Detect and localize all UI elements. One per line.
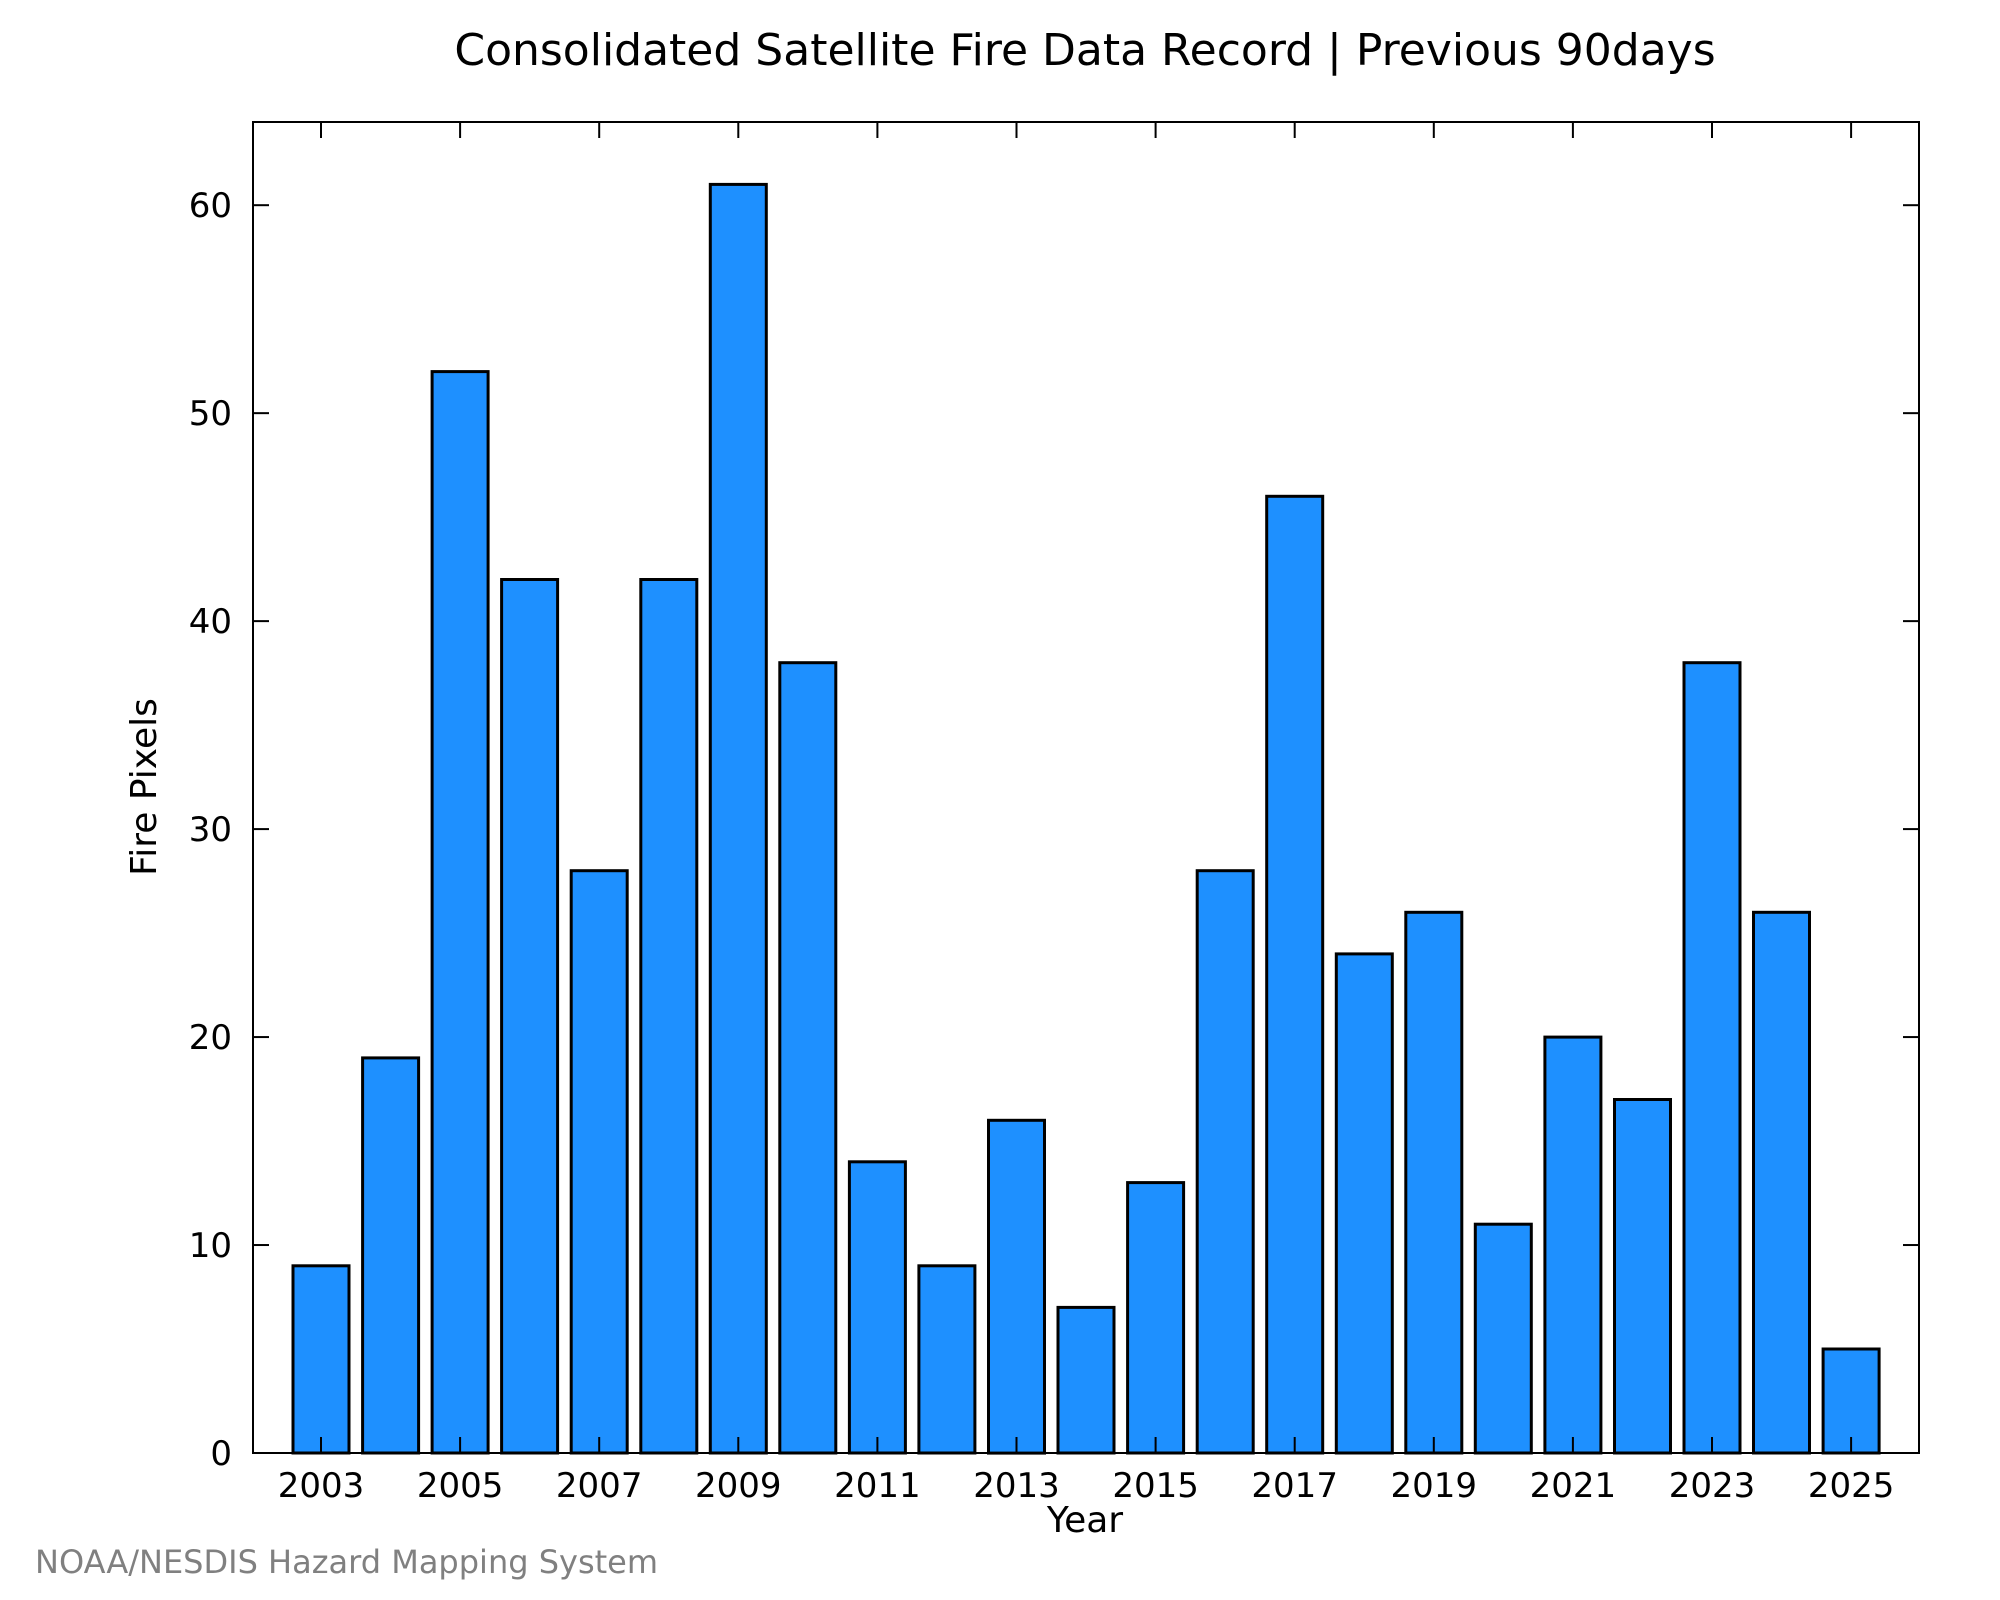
bar-2004 — [361, 1056, 421, 1455]
x-tick-label-2017: 2017 — [1251, 1466, 1338, 1506]
bars-group — [291, 182, 1881, 1455]
bar-2005 — [430, 370, 490, 1455]
chart-title: Consolidated Satellite Fire Data Record … — [454, 25, 1715, 76]
bar-2024 — [1752, 910, 1811, 1455]
x-axis: 2003 2005 2007 2009 2011 2013 2015 2017 2019 2021… — [278, 122, 1895, 1506]
bar-2014 — [1056, 1305, 1116, 1455]
y-tick-label-60: 60 — [189, 186, 232, 226]
y-axis: 0 10 20 30 40 50 60 — [189, 186, 1919, 1474]
bar-2022 — [1613, 1098, 1672, 1455]
x-tick-label-2003: 2003 — [278, 1466, 365, 1506]
x-tick-label-2007: 2007 — [556, 1466, 643, 1506]
x-tick-label-2019: 2019 — [1391, 1466, 1478, 1506]
bar-2016 — [1195, 869, 1255, 1455]
y-tick-label-40: 40 — [189, 602, 232, 642]
x-tick-label-2015: 2015 — [1112, 1466, 1199, 1506]
y-tick-label-10: 10 — [189, 1226, 232, 1266]
x-tick-label-2009: 2009 — [695, 1466, 782, 1506]
bar-2020 — [1473, 1222, 1533, 1455]
bar-2003 — [291, 1264, 351, 1455]
bar-2011 — [847, 1160, 907, 1455]
y-tick-label-50: 50 — [189, 394, 232, 434]
bar-2008 — [639, 578, 699, 1455]
bar-2009 — [708, 182, 768, 1455]
x-tick-label-2025: 2025 — [1808, 1466, 1895, 1506]
x-tick-label-2005: 2005 — [417, 1466, 504, 1506]
bar-2013 — [987, 1118, 1046, 1455]
bar-2018 — [1334, 952, 1394, 1455]
bar-2019 — [1404, 910, 1464, 1455]
x-tick-label-2013: 2013 — [973, 1466, 1060, 1506]
x-tick-label-2021: 2021 — [1530, 1466, 1617, 1506]
bar-2023 — [1682, 661, 1742, 1455]
bar-2021 — [1543, 1035, 1603, 1455]
x-tick-label-2023: 2023 — [1669, 1466, 1756, 1506]
bar-2007 — [569, 869, 629, 1455]
credit-text: NOAA/NESDIS Hazard Mapping System — [35, 1543, 658, 1581]
y-tick-label-30: 30 — [189, 810, 232, 850]
bar-2010 — [778, 661, 838, 1455]
bar-2012 — [917, 1264, 977, 1455]
bar-2006 — [500, 578, 560, 1455]
y-tick-label-20: 20 — [189, 1018, 232, 1058]
y-tick-label-0: 0 — [210, 1434, 232, 1474]
bar-2015 — [1126, 1181, 1186, 1455]
x-axis-label: Year — [1046, 1500, 1123, 1541]
bar-2017 — [1265, 494, 1325, 1455]
x-tick-label-2011: 2011 — [834, 1466, 921, 1506]
y-axis-label: Fire Pixels — [124, 698, 165, 876]
